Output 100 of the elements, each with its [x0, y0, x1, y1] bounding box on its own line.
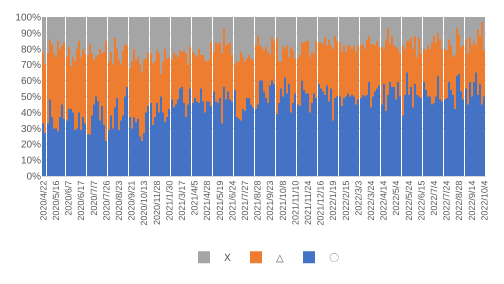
- x-tick-label: 2022/7/4: [429, 180, 440, 216]
- y-tick-label: 70%: [20, 60, 42, 72]
- y-tick-label: 30%: [20, 124, 42, 135]
- bar: [259, 17, 261, 46]
- bar: [370, 17, 372, 44]
- bar: [328, 39, 330, 102]
- bar: [297, 58, 299, 104]
- bar: [126, 86, 128, 176]
- bar: [381, 47, 383, 104]
- bar: [412, 17, 414, 49]
- x-tick-label: 2021/9/23: [265, 180, 276, 221]
- bar: [171, 17, 173, 60]
- bar: [116, 98, 118, 176]
- bar: [477, 30, 479, 95]
- bar: [290, 47, 292, 112]
- bar: [465, 88, 467, 176]
- x-tick-label: 2022/9/14: [466, 180, 477, 221]
- bar: [420, 17, 422, 54]
- bar: [288, 17, 290, 57]
- bar: [192, 17, 194, 52]
- bar: [368, 82, 370, 176]
- bar: [418, 38, 420, 96]
- x-tick-label: 2022/10/4: [479, 180, 490, 221]
- bar: [223, 86, 225, 176]
- bar: [74, 17, 76, 62]
- x-tick-label: 2021/8/28: [252, 180, 263, 221]
- bar: [80, 17, 82, 57]
- bar: [330, 88, 332, 176]
- bar: [383, 84, 385, 176]
- bar: [381, 17, 383, 48]
- bar: [483, 17, 486, 50]
- x-tick-label: 2021/1/30: [164, 180, 174, 221]
- bar: [454, 17, 456, 56]
- x-tick-label: 2021/3/17: [177, 180, 188, 221]
- bar: [460, 17, 462, 48]
- bar: [252, 108, 254, 176]
- bar: [446, 17, 448, 50]
- bar: [315, 40, 318, 98]
- bar: [294, 93, 296, 176]
- bar: [475, 17, 477, 46]
- x-tick-label: 2020/7/26: [101, 180, 112, 221]
- bar: [483, 96, 486, 176]
- bar: [360, 46, 362, 98]
- bar: [210, 42, 212, 106]
- bar: [213, 92, 215, 176]
- bar: [278, 17, 280, 62]
- bar: [288, 84, 290, 176]
- bar: [158, 54, 160, 112]
- legend-label: 〇: [329, 253, 339, 264]
- bar: [150, 102, 152, 176]
- bar: [336, 17, 338, 41]
- bar: [234, 90, 236, 176]
- legend-label: △: [276, 253, 284, 264]
- bar: [173, 52, 175, 108]
- bar: [303, 42, 305, 90]
- bar: [89, 44, 91, 135]
- bar: [219, 98, 221, 176]
- bar: [57, 40, 59, 132]
- bar: [481, 22, 484, 104]
- bar: [108, 17, 110, 62]
- bar: [276, 38, 278, 114]
- bar: [269, 17, 271, 56]
- y-tick-label: 20%: [20, 140, 42, 151]
- x-tick-label: 2021/11/10: [290, 180, 300, 225]
- bar: [383, 17, 385, 49]
- y-tick-label: 60%: [20, 76, 42, 88]
- bar: [53, 17, 55, 54]
- x-tick-label: 2021/10/8: [278, 180, 288, 221]
- bar: [164, 48, 166, 122]
- x-tick-label: 2022/5/4: [391, 180, 402, 216]
- bar: [129, 17, 131, 68]
- bar: [63, 42, 66, 119]
- x-tick-label: 2022/4/14: [378, 180, 389, 221]
- bar: [112, 17, 114, 65]
- bar: [55, 17, 57, 57]
- bar: [366, 39, 368, 95]
- bar: [444, 48, 446, 100]
- x-tick-label: 2021/12/16: [316, 180, 326, 226]
- bar: [99, 48, 101, 120]
- bar: [198, 48, 200, 103]
- bar: [313, 17, 315, 54]
- x-tick-label: 2022/1/19: [328, 180, 338, 221]
- x-tick-label: 2022/2/15: [340, 180, 351, 221]
- x-tick-label: 2021/5/19: [214, 180, 225, 221]
- bar: [299, 17, 301, 56]
- bar: [120, 17, 122, 65]
- bar: [72, 112, 74, 176]
- x-tick-label: 2022/3/3: [353, 180, 364, 216]
- bar: [456, 76, 458, 176]
- bar: [234, 17, 236, 65]
- x-tick-label: 2020/6/7: [64, 180, 74, 216]
- bar: [282, 46, 284, 96]
- bar: [225, 17, 227, 46]
- bar: [252, 17, 254, 60]
- x-tick-label: 2020/5/16: [50, 180, 61, 221]
- y-tick-label: 80%: [20, 44, 42, 56]
- y-tick-label: 90%: [20, 28, 42, 40]
- x-tick-label: 2022/3/24: [366, 180, 376, 221]
- bar: [462, 17, 464, 46]
- bar: [332, 17, 334, 49]
